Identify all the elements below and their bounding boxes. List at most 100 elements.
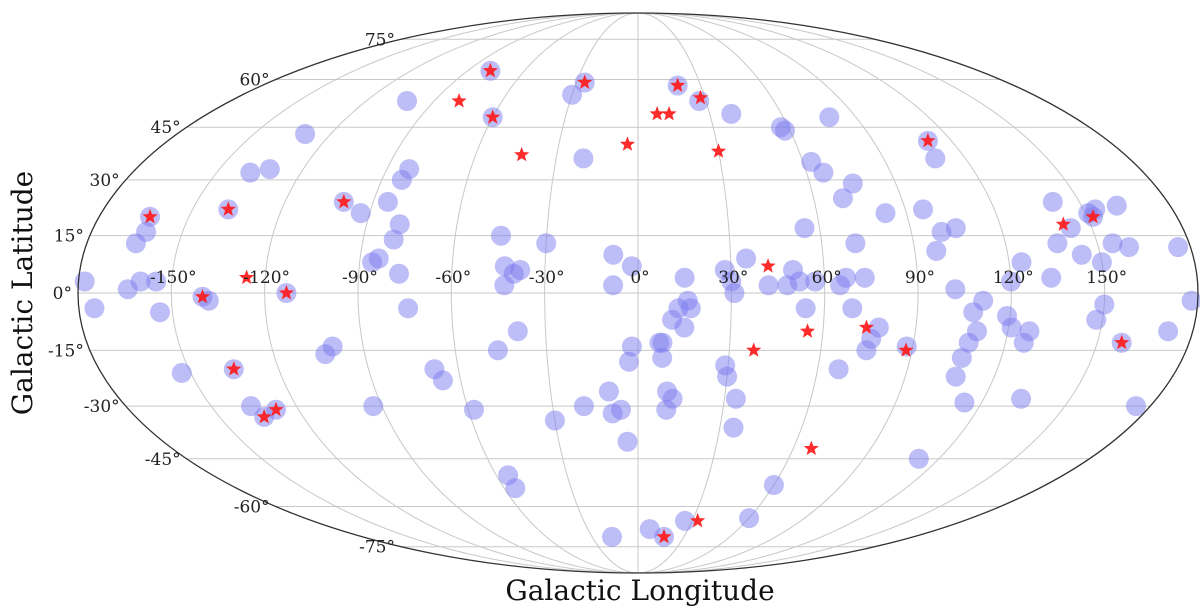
circle-point xyxy=(973,290,994,311)
circle-point xyxy=(619,351,639,372)
circle-point xyxy=(789,271,810,292)
star-point xyxy=(799,323,816,338)
circle-point xyxy=(675,510,695,531)
x-tick-label: 30° xyxy=(718,268,748,288)
circle-point xyxy=(828,359,849,380)
circle-point xyxy=(464,399,484,420)
star-point xyxy=(451,93,467,108)
circle-point xyxy=(926,240,947,261)
circle-point xyxy=(856,340,877,361)
circle-point xyxy=(1091,252,1112,273)
circle-point xyxy=(295,124,316,144)
y-tick-label: 60° xyxy=(239,71,269,91)
circle-point xyxy=(842,298,863,319)
circle-point xyxy=(674,317,695,338)
circle-point xyxy=(1011,388,1032,409)
x-tick-label: -90° xyxy=(342,268,378,288)
star-point xyxy=(268,401,284,417)
circle-point xyxy=(945,218,966,239)
circle-point xyxy=(854,267,875,288)
circle-point xyxy=(383,229,404,250)
circle-point xyxy=(150,302,170,323)
circle-point xyxy=(813,162,834,183)
circle-point xyxy=(1042,191,1063,212)
circle-point xyxy=(536,233,557,254)
circle-point xyxy=(674,267,695,288)
star-point xyxy=(619,136,636,151)
circle-point xyxy=(1086,309,1107,330)
x-tick-label: -120° xyxy=(243,268,290,288)
circle-point xyxy=(146,271,167,292)
circle-point xyxy=(398,298,419,319)
circle-point xyxy=(573,148,594,169)
y-tick-label: 15° xyxy=(54,227,84,247)
x-tick-label: -60° xyxy=(435,268,471,288)
star-point xyxy=(482,62,498,78)
star-point xyxy=(760,258,776,273)
circle-point xyxy=(1126,396,1146,417)
star-point xyxy=(226,361,242,376)
y-tick-label: 30° xyxy=(90,171,120,191)
circle-point xyxy=(389,214,410,235)
circle-point xyxy=(1011,252,1032,273)
circle-point xyxy=(621,256,642,277)
star-point xyxy=(577,74,593,89)
circle-point xyxy=(1106,195,1127,216)
star-point xyxy=(746,342,762,357)
circle-point xyxy=(724,283,745,303)
star-point xyxy=(920,132,936,148)
star-point xyxy=(803,440,819,456)
circle-point xyxy=(1071,244,1092,265)
circle-point xyxy=(819,107,840,128)
star-point xyxy=(661,105,677,121)
longitude-tick-labels: -150° -120° -90° -60° -30° 0° 30° 60° 90° 120° 150… xyxy=(150,268,1127,288)
circle-point xyxy=(562,84,583,105)
x-axis-title: Galactic Longitude xyxy=(505,574,774,607)
x-tick-label: -150° xyxy=(150,268,197,288)
star-point xyxy=(656,528,672,544)
star-point xyxy=(220,201,236,216)
star-point xyxy=(898,342,914,357)
circle-point xyxy=(84,298,105,319)
circle-point xyxy=(240,162,261,183)
circle-point xyxy=(758,275,779,296)
circle-point xyxy=(717,366,738,387)
star-point xyxy=(1085,208,1101,224)
y-tick-label: -45° xyxy=(145,450,181,470)
circle-point xyxy=(805,271,826,292)
star-point xyxy=(278,285,295,300)
circle-point xyxy=(967,321,987,342)
circle-point xyxy=(621,336,642,357)
circle-point xyxy=(603,244,624,265)
circle-point xyxy=(770,117,791,138)
circle-point xyxy=(171,362,192,383)
circle-point xyxy=(832,188,853,209)
circle-point xyxy=(951,347,972,368)
star-point xyxy=(256,408,272,424)
y-tick-label: -15° xyxy=(48,341,84,361)
star-point xyxy=(485,109,501,124)
circle-point xyxy=(763,475,784,495)
star-point xyxy=(142,208,158,224)
circle-point xyxy=(399,159,420,180)
circle-point xyxy=(836,267,857,288)
y-tick-label: -60° xyxy=(234,498,270,518)
circle-point xyxy=(598,381,619,402)
circle-point xyxy=(389,263,409,284)
star-point xyxy=(670,77,686,92)
circle-point xyxy=(241,396,261,417)
circle-point xyxy=(130,271,151,292)
circle-point xyxy=(908,448,929,469)
star-point xyxy=(710,143,727,158)
circle-point xyxy=(1158,321,1179,342)
circle-point xyxy=(652,347,673,368)
circle-point xyxy=(573,396,594,417)
circle-point xyxy=(368,248,389,269)
circle-point xyxy=(945,279,966,300)
circle-point xyxy=(377,191,398,212)
y-tick-label: 45° xyxy=(151,118,181,138)
circle-point xyxy=(1001,317,1022,338)
star-point xyxy=(1114,334,1130,350)
star-point xyxy=(690,512,706,528)
star-point xyxy=(194,288,211,304)
